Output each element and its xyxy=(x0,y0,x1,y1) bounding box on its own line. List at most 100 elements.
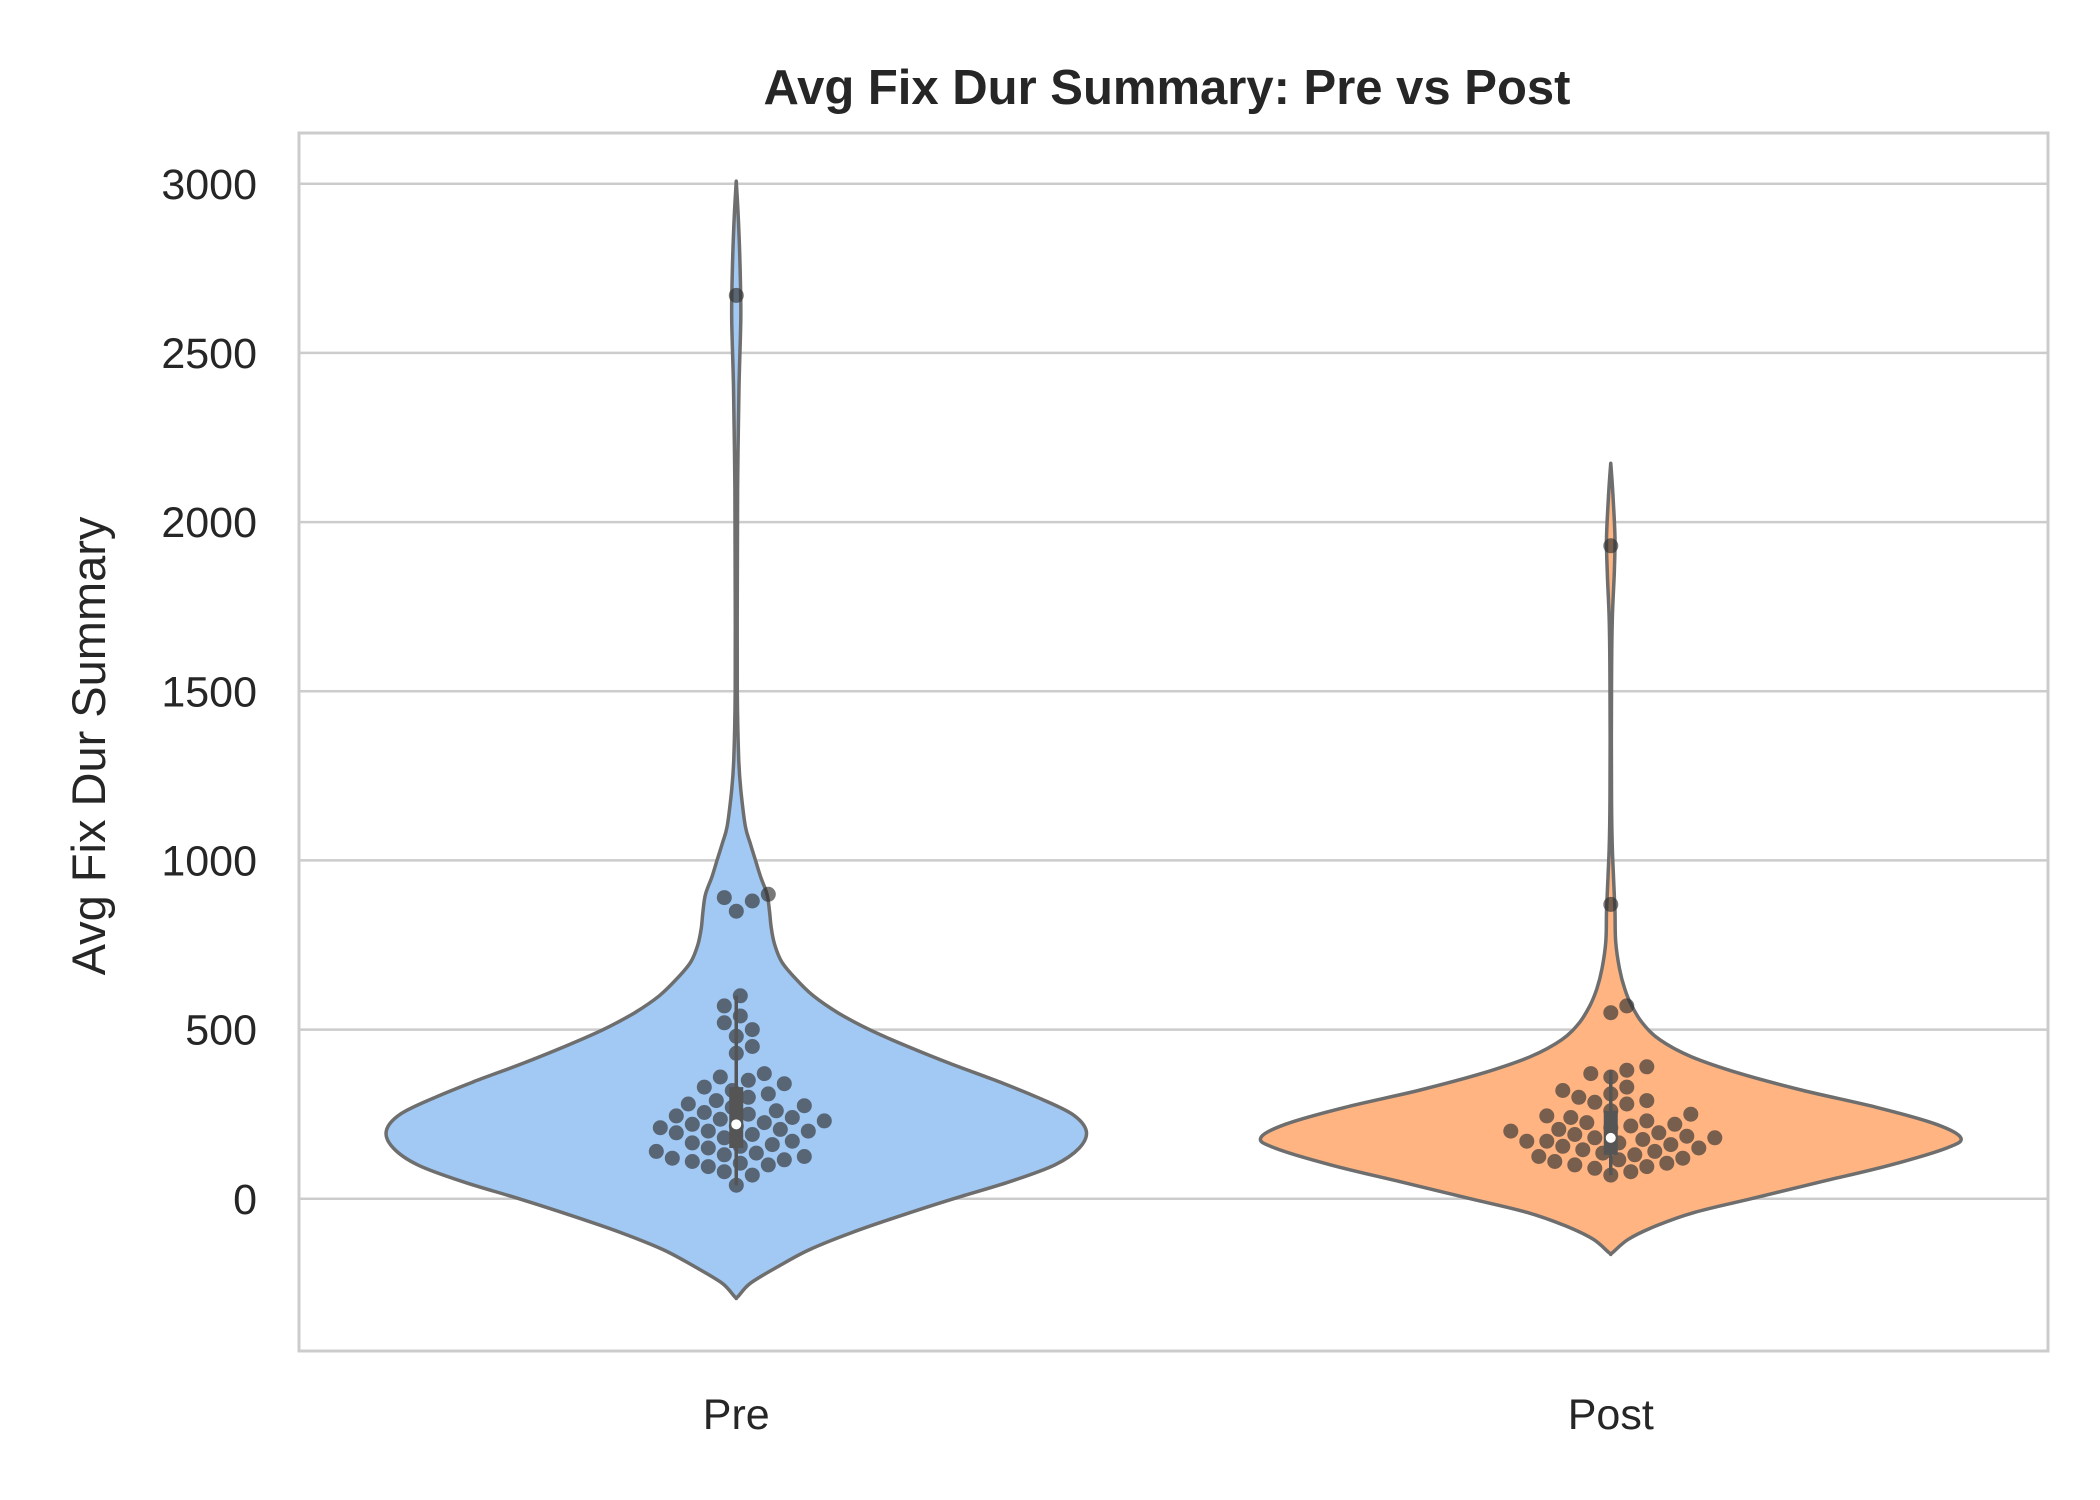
data-point xyxy=(700,1123,716,1139)
data-point xyxy=(816,1113,832,1129)
y-axis-label: Avg Fix Dur Summary xyxy=(62,516,115,975)
data-point xyxy=(1539,1133,1555,1149)
data-point xyxy=(1587,1130,1603,1146)
data-point xyxy=(1547,1154,1563,1169)
data-point xyxy=(1663,1137,1679,1153)
data-point xyxy=(680,1096,696,1112)
data-point xyxy=(1555,1138,1571,1154)
x-tick-label: Pre xyxy=(703,1391,770,1439)
plot-frame xyxy=(297,131,2050,1353)
x-tick-labels: Pre Post xyxy=(703,1391,1654,1439)
data-point xyxy=(1567,1157,1583,1173)
data-point xyxy=(1651,1125,1667,1141)
data-point xyxy=(716,1130,732,1146)
data-point xyxy=(1639,1059,1655,1075)
y-tick-label: 1000 xyxy=(161,837,257,885)
data-point xyxy=(1519,1133,1535,1149)
data-point xyxy=(800,1123,816,1139)
data-point xyxy=(652,1120,668,1136)
data-point xyxy=(1603,1005,1619,1021)
data-point xyxy=(740,1089,756,1105)
y-tick-label: 3000 xyxy=(161,161,257,209)
data-point xyxy=(1575,1142,1591,1158)
data-point xyxy=(764,1137,780,1153)
data-point xyxy=(696,1105,712,1120)
data-point xyxy=(716,890,732,906)
data-point xyxy=(684,1135,700,1151)
y-tick-label: 1500 xyxy=(161,668,257,716)
data-point xyxy=(700,1159,716,1175)
data-point xyxy=(708,1093,724,1109)
inner-boxes xyxy=(729,995,1618,1186)
y-tick-label: 2000 xyxy=(161,499,257,547)
violin-pre xyxy=(384,179,1089,1301)
data-point xyxy=(728,903,744,919)
iqr-box xyxy=(729,1087,744,1148)
data-point xyxy=(768,1103,784,1119)
x-tick-label: Post xyxy=(1568,1391,1654,1439)
chart-title: Avg Fix Dur Summary: Pre vs Post xyxy=(764,61,1571,115)
data-point xyxy=(696,1079,712,1095)
data-point xyxy=(744,1167,760,1183)
data-point xyxy=(772,1121,788,1137)
data-point xyxy=(1587,1094,1603,1110)
data-point xyxy=(776,1076,792,1092)
data-point xyxy=(664,1150,680,1166)
data-point xyxy=(1531,1149,1547,1164)
data-point xyxy=(744,1127,760,1142)
data-point xyxy=(716,998,732,1014)
data-point xyxy=(668,1108,684,1124)
data-point xyxy=(756,1115,772,1131)
data-point xyxy=(1667,1116,1683,1132)
data-point xyxy=(1623,1164,1639,1180)
data-point xyxy=(648,1143,664,1159)
data-point xyxy=(1603,538,1619,554)
data-point xyxy=(760,1157,776,1173)
data-point xyxy=(760,1086,776,1102)
data-point xyxy=(1691,1140,1707,1156)
data-point xyxy=(1539,1108,1555,1124)
data-point xyxy=(1683,1106,1699,1122)
data-point xyxy=(1635,1132,1651,1147)
data-point xyxy=(744,1039,760,1054)
data-point xyxy=(744,1022,760,1038)
data-point xyxy=(716,1015,732,1031)
data-point xyxy=(784,1133,800,1149)
data-point xyxy=(784,1110,800,1125)
data-point xyxy=(796,1149,812,1164)
data-point xyxy=(684,1116,700,1132)
data-point xyxy=(1555,1083,1571,1098)
data-point xyxy=(796,1098,812,1114)
data-point xyxy=(716,1147,732,1163)
data-point xyxy=(756,1066,772,1082)
data-point xyxy=(1571,1089,1587,1105)
data-point xyxy=(740,1106,756,1122)
data-point xyxy=(1611,1152,1627,1168)
data-point xyxy=(1563,1110,1579,1125)
swarm-points xyxy=(648,287,1723,1193)
median-marker xyxy=(1605,1132,1616,1143)
data-point xyxy=(668,1125,684,1141)
data-point xyxy=(712,1069,728,1085)
data-point xyxy=(712,1111,728,1127)
data-point xyxy=(1679,1128,1695,1144)
data-point xyxy=(744,893,760,909)
violins xyxy=(384,179,1963,1301)
data-point xyxy=(1503,1123,1519,1139)
data-point xyxy=(1603,896,1619,912)
y-tick-label: 500 xyxy=(185,1007,257,1055)
data-point xyxy=(1619,998,1635,1014)
data-point xyxy=(716,1164,732,1180)
data-point xyxy=(1627,1147,1643,1163)
data-point xyxy=(740,1072,756,1088)
data-point xyxy=(1567,1127,1583,1142)
data-point xyxy=(1619,1062,1635,1078)
y-tick-label: 2500 xyxy=(161,330,257,378)
data-point xyxy=(1639,1113,1655,1129)
data-point xyxy=(1603,1167,1619,1183)
data-point xyxy=(728,287,744,303)
data-point xyxy=(776,1152,792,1168)
violin-post xyxy=(1258,461,1963,1257)
